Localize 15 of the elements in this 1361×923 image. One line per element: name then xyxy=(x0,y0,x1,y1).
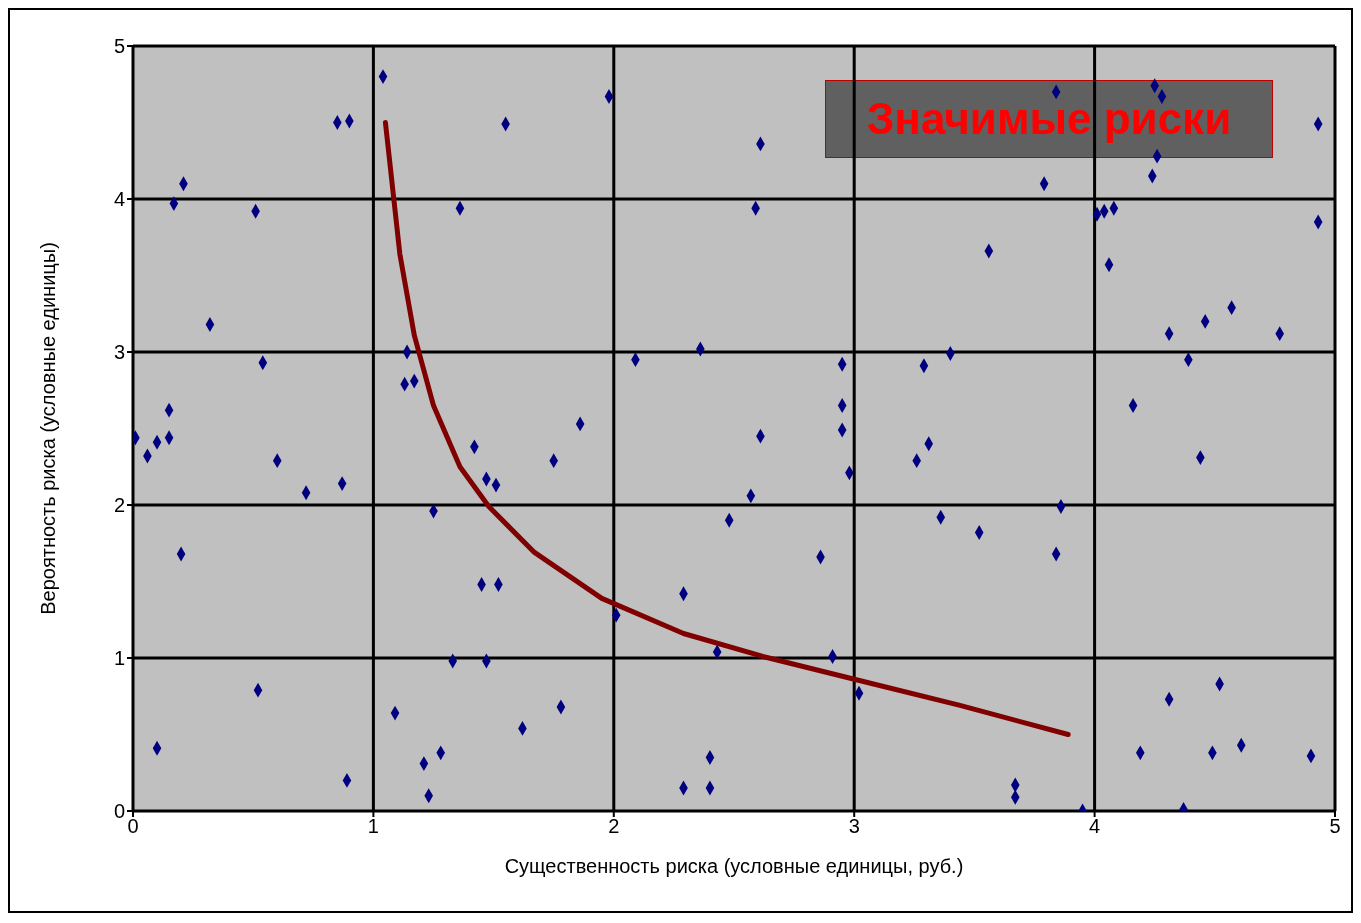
y-tick-label: 2 xyxy=(113,494,125,517)
y-tick-label: 4 xyxy=(113,188,125,211)
y-tick-label: 5 xyxy=(113,35,125,58)
x-tick-label: 3 xyxy=(848,815,860,838)
annotation: Значимые риски xyxy=(825,80,1273,158)
x-tick-label: 4 xyxy=(1089,815,1101,838)
x-tick-label: 5 xyxy=(1329,815,1341,838)
x-tick-label: 0 xyxy=(127,815,139,838)
x-axis-title: Существенность риска (условные единицы, руб.) xyxy=(504,855,964,877)
x-tick-label: 1 xyxy=(367,815,379,838)
x-tick-label: 2 xyxy=(608,815,620,838)
y-tick-label: 0 xyxy=(113,800,125,823)
y-tick-label: 3 xyxy=(113,341,125,364)
y-axis-title: Вероятность риска (условные единицы) xyxy=(37,242,60,615)
y-tick-label: 1 xyxy=(113,647,125,670)
